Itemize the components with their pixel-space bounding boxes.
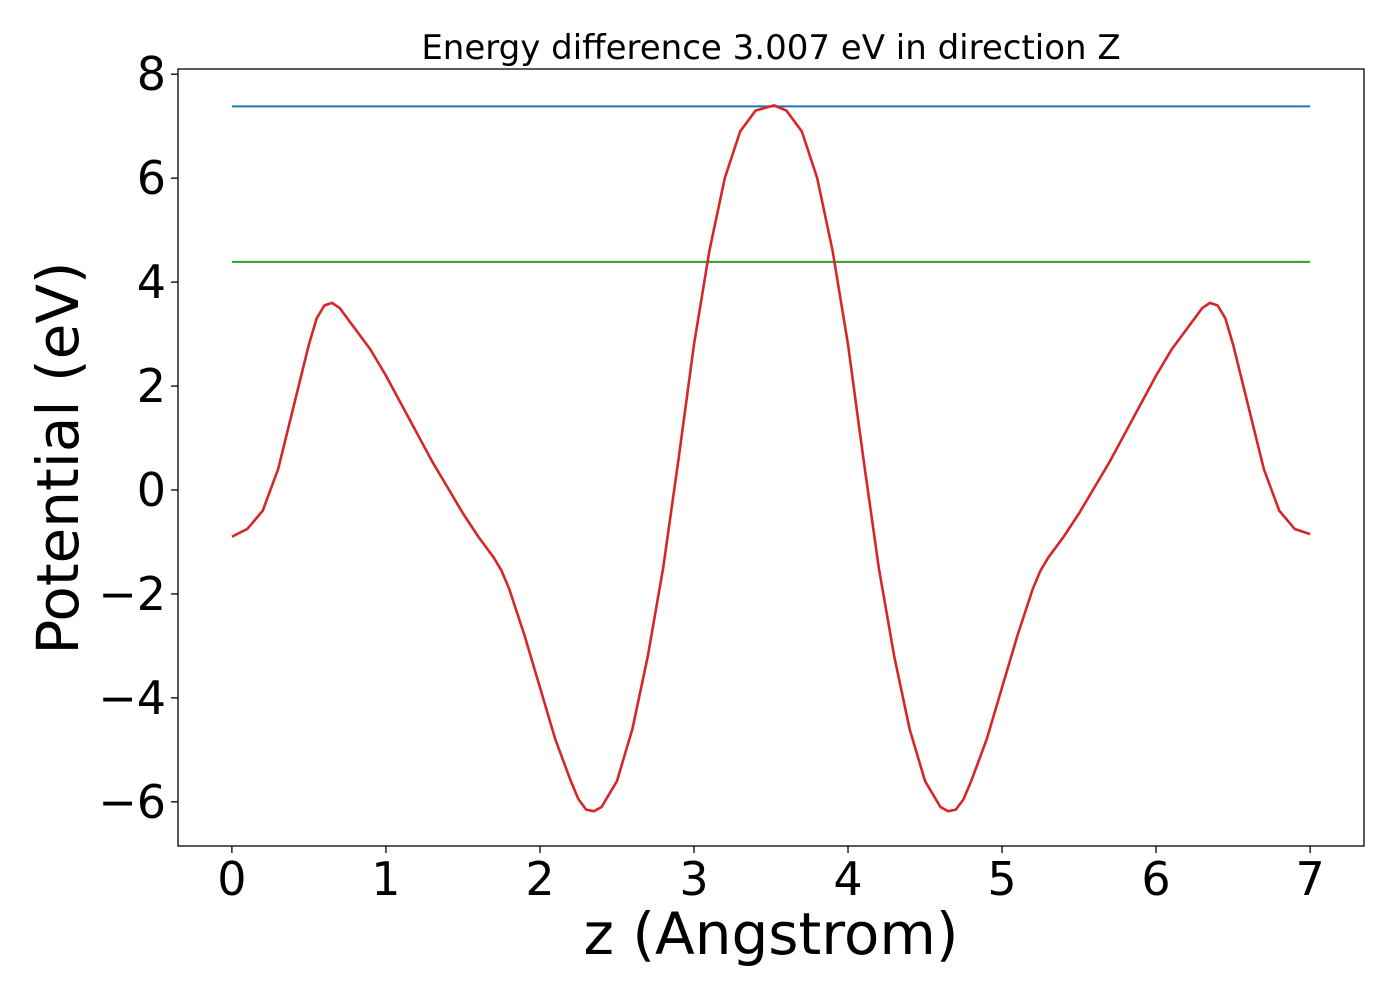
- series-layer: [231, 104, 1311, 813]
- y-tick-label: 6: [137, 151, 166, 205]
- y-tick-label: 8: [137, 47, 166, 101]
- x-axis-label: z (Angstrom): [584, 900, 959, 968]
- x-tick-label: 1: [371, 852, 400, 906]
- x-axis: 0 1 2 3 4 5 6 7: [217, 846, 1325, 906]
- x-tick-label: 3: [679, 852, 708, 906]
- y-axis: −6 −4 −2 0 2 4 6 8: [98, 47, 178, 829]
- chart-title: Energy difference 3.007 eV in direction …: [421, 28, 1120, 68]
- y-tick-label: −2: [98, 567, 166, 621]
- y-tick-label: 2: [137, 359, 166, 413]
- y-axis-label: Potential (eV): [24, 261, 92, 654]
- x-tick-label: 4: [833, 852, 862, 906]
- y-tick-label: 4: [137, 255, 166, 309]
- plot-frame: [177, 68, 1365, 847]
- x-tick-label: 0: [217, 852, 246, 906]
- x-tick-label: 5: [987, 852, 1016, 906]
- x-tick-label: 2: [525, 852, 554, 906]
- potential-curve: [231, 104, 1311, 813]
- x-tick-label: 6: [1141, 852, 1170, 906]
- y-tick-label: −6: [98, 775, 166, 829]
- y-tick-label: −4: [98, 671, 166, 725]
- y-tick-label: 0: [137, 463, 166, 517]
- x-tick-label: 7: [1295, 852, 1324, 906]
